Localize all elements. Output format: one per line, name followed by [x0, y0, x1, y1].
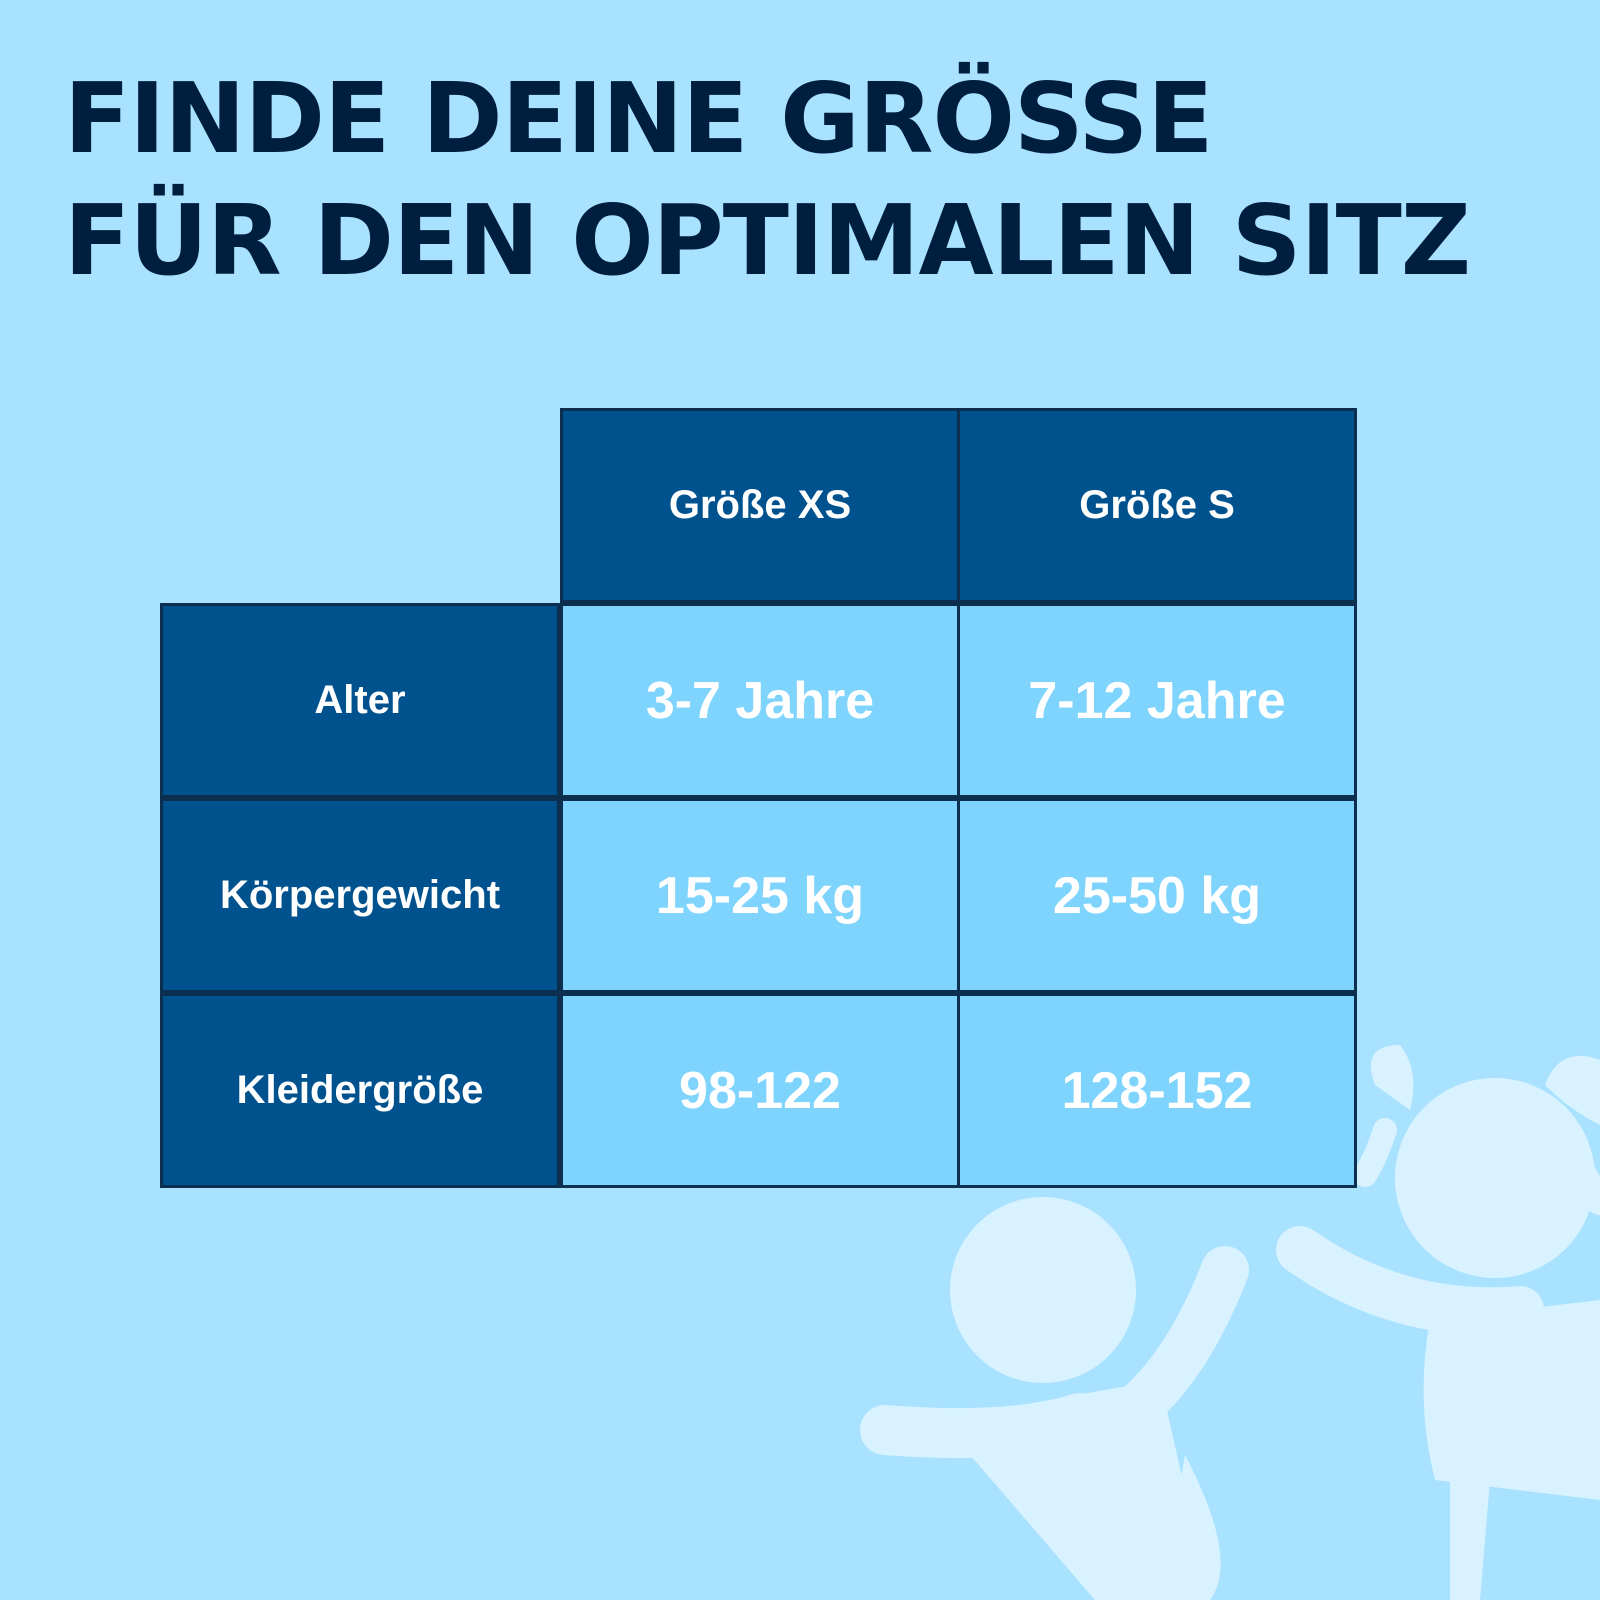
table-cell-value: 25-50 kg [1052, 866, 1262, 925]
column-header-xs-label: Größe XS [668, 483, 852, 527]
table-cell: 98-122 [560, 993, 960, 1188]
table-cell-value: 128-152 [1061, 1061, 1253, 1120]
table-cell: 3-7 Jahre [560, 603, 960, 798]
table-cell: 128-152 [957, 993, 1357, 1188]
column-header-xs: Größe XS [560, 408, 960, 603]
table-cell-value: 3-7 Jahre [645, 671, 875, 730]
title-line-1: FINDE DEINE GRÖSSE [64, 62, 1214, 175]
table-cell: 15-25 kg [560, 798, 960, 993]
row-header-kleidergroesse: Kleidergröße [160, 993, 560, 1188]
row-header-alter: Alter [160, 603, 560, 798]
column-header-s: Größe S [957, 408, 1357, 603]
table-cell-value: 15-25 kg [655, 866, 865, 925]
row-header-koerpergewicht: Körpergewicht [160, 798, 560, 993]
row-header-label: Alter [314, 678, 406, 722]
table-cell: 7-12 Jahre [957, 603, 1357, 798]
row-header-label: Körpergewicht [219, 873, 501, 917]
row-header-label: Kleidergröße [236, 1068, 484, 1112]
column-header-s-label: Größe S [1079, 483, 1235, 527]
title-line-2: FÜR DEN OPTIMALEN SITZ [64, 184, 1471, 297]
table-cell-value: 7-12 Jahre [1028, 671, 1286, 730]
table-cell: 25-50 kg [957, 798, 1357, 993]
table-cell-value: 98-122 [679, 1061, 841, 1120]
page-title: FINDE DEINE GRÖSSE FÜR DEN OPTIMALEN SIT… [64, 58, 1471, 302]
